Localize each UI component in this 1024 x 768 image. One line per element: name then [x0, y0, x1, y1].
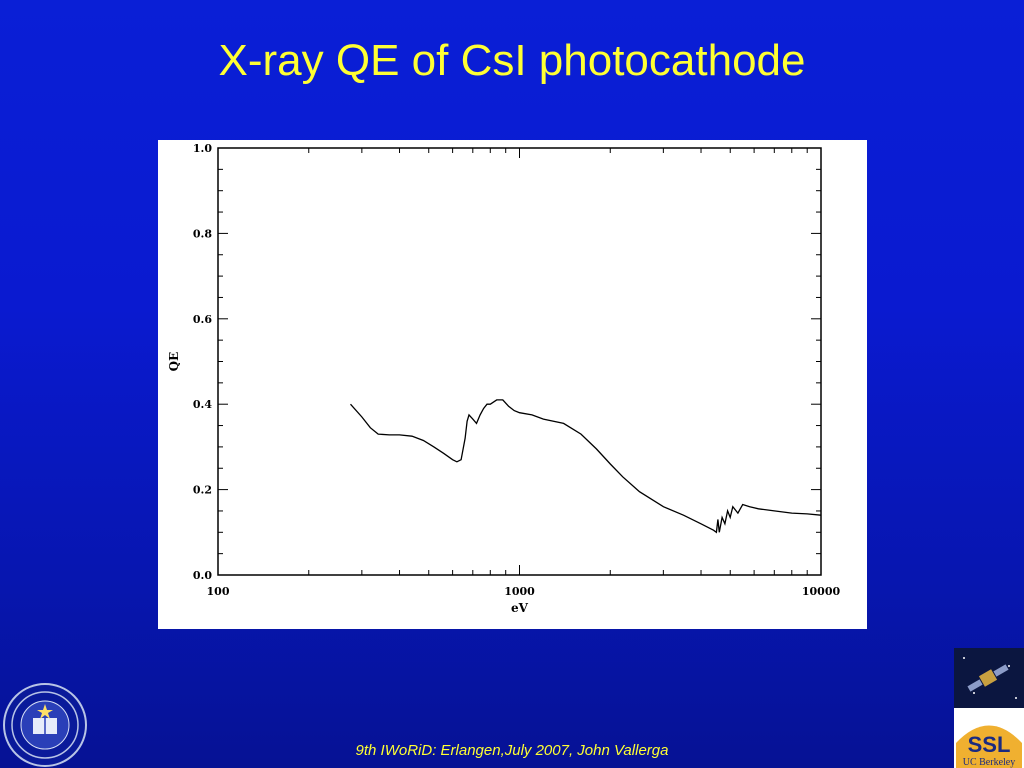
y-tick-label: 0.0	[193, 569, 212, 582]
plot-frame	[217, 147, 822, 576]
x-axis-title: eV	[511, 601, 529, 615]
ssl-logo-text: SSL	[968, 732, 1011, 757]
y-tick-label: 0.6	[193, 313, 212, 326]
y-tick-label: 1.0	[193, 142, 212, 155]
uc-seal-icon	[3, 683, 87, 767]
y-tick-label: 0.8	[193, 227, 212, 240]
ssl-logo-subtext: UC Berkeley	[963, 757, 1016, 768]
y-axis-title: QE	[167, 352, 181, 372]
chart-panel: 100 1000 10000 0.0 0.2 0.4 0.6 0.8 1.0 eV QE	[158, 140, 867, 629]
series-line-0	[350, 399, 822, 534]
y-tick-label: 0.2	[193, 484, 212, 497]
ssl-logo-icon: SSL UC Berkeley	[954, 648, 1024, 768]
slide-footer: 9th IWoRiD: Erlangen,July 2007, John Val…	[355, 742, 669, 759]
slide-title: X-ray QE of CsI photocathode	[218, 36, 806, 85]
x-tick-label: 10000	[802, 585, 841, 598]
y-tick-label: 0.4	[193, 398, 212, 411]
x-tick-label: 1000	[504, 585, 535, 598]
qe-line-chart: 100 1000 10000 0.0 0.2 0.4 0.6 0.8 1.0 eV QE	[167, 142, 841, 615]
x-tick-label: 100	[207, 585, 230, 598]
